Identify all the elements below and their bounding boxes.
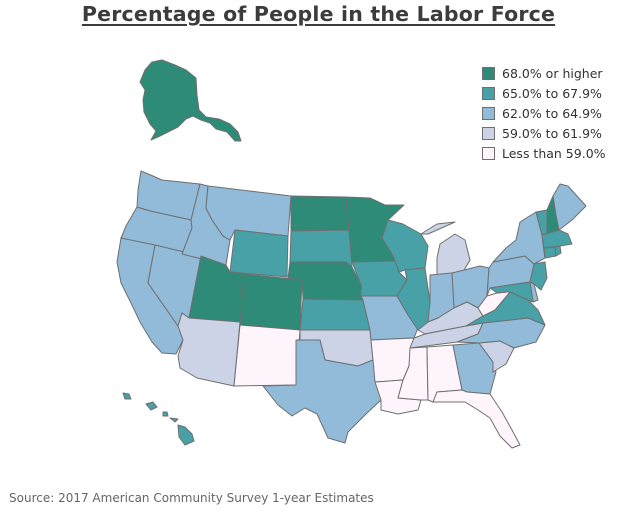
state-michigan[interactable] (420, 221, 471, 276)
map-title: Percentage of People in the Labor Force (81, 2, 556, 26)
legend-swatch (482, 106, 495, 120)
legend: 68.0% or higher 65.0% to 67.9% 62.0% to 64… (482, 63, 606, 163)
state-north-carolina[interactable] (456, 317, 546, 349)
state-new-mexico[interactable] (233, 324, 301, 387)
state-maine[interactable] (552, 183, 587, 231)
legend-swatch (482, 126, 495, 140)
state-kansas[interactable] (299, 298, 371, 331)
state-connecticut[interactable] (543, 246, 557, 259)
state-montana[interactable] (205, 185, 292, 241)
state-hawaii[interactable] (122, 392, 195, 446)
legend-label: 68.0% or higher (502, 65, 603, 81)
legend-item[interactable]: 62.0% to 64.9% (482, 103, 606, 123)
state-wyoming[interactable] (229, 229, 289, 278)
legend-item[interactable]: 68.0% or higher (482, 63, 606, 83)
state-new-york[interactable] (492, 211, 546, 265)
state-rhode-island[interactable] (554, 245, 562, 257)
legend-swatch (482, 86, 495, 100)
legend-label: 62.0% to 64.9% (502, 105, 602, 121)
legend-item[interactable]: Less than 59.0% (482, 143, 606, 163)
state-florida[interactable] (432, 389, 521, 449)
legend-swatch (482, 66, 495, 80)
legend-label: 59.0% to 61.9% (502, 125, 602, 141)
legend-item[interactable]: 65.0% to 67.9% (482, 83, 606, 103)
legend-item[interactable]: 59.0% to 61.9% (482, 123, 606, 143)
state-maryland[interactable] (489, 281, 534, 303)
state-texas[interactable] (262, 339, 382, 444)
state-alaska[interactable] (139, 59, 242, 142)
state-colorado[interactable] (239, 273, 303, 331)
state-arizona[interactable] (177, 312, 241, 387)
state-south-dakota[interactable] (289, 229, 353, 268)
state-north-dakota[interactable] (290, 195, 350, 232)
legend-swatch (482, 146, 495, 160)
source-note: Source: 2017 American Community Survey 1… (9, 491, 374, 505)
legend-label: 65.0% to 67.9% (502, 85, 602, 101)
legend-label: Less than 59.0% (502, 145, 606, 161)
